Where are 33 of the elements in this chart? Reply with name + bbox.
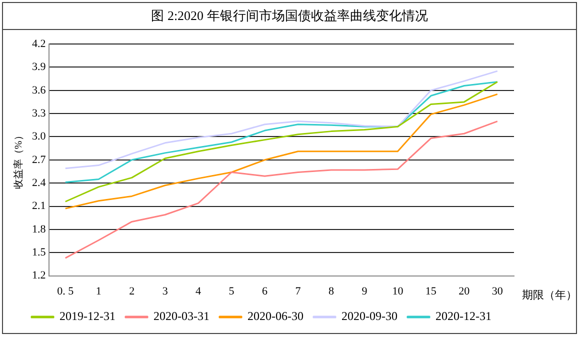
y-tick-label: 1.8 — [32, 223, 46, 236]
y-tick-label: 4.2 — [32, 38, 46, 50]
y-tick-label: 3.0 — [32, 130, 46, 143]
y-tick-label: 2.7 — [32, 154, 46, 166]
x-tick-label: 4 — [196, 285, 202, 298]
x-tick-label: 8 — [328, 285, 334, 298]
y-tick-label: 3.9 — [32, 61, 46, 74]
y-tick-label: 1.2 — [32, 270, 46, 282]
y-tick-label: 2.4 — [32, 176, 46, 189]
x-axis-title: 期限（年） — [522, 290, 577, 302]
x-tick-label: 6 — [262, 285, 268, 298]
x-tick-label: 1 — [96, 285, 102, 298]
legend-label: 2020-03-31 — [154, 309, 210, 324]
legend-label: 2020-12-31 — [435, 309, 492, 324]
x-tick-label: 5 — [228, 285, 235, 298]
x-tick-label: 15 — [425, 285, 437, 298]
x-tick-label: 7 — [295, 285, 302, 298]
legend-label: 2019-12-31 — [60, 309, 116, 324]
x-tick-label: 0. 5 — [57, 285, 74, 298]
y-tick-label: 3.6 — [32, 84, 46, 96]
y-tick-label: 2.1 — [32, 200, 46, 212]
x-tick-label: 9 — [362, 285, 368, 298]
legend-label: 2020-09-30 — [341, 309, 398, 324]
y-axis-title: 收益率（%） — [12, 130, 25, 190]
y-tick-label: 3.3 — [32, 107, 46, 120]
x-tick-label: 20 — [458, 285, 470, 298]
x-tick-label: 2 — [129, 285, 135, 298]
chart-title: 图 2:2020 年银行间市场国债收益率曲线变化情况 — [3, 3, 576, 30]
x-tick-label: 30 — [492, 285, 504, 298]
x-tick-label: 3 — [162, 285, 168, 298]
y-tick-label: 1.5 — [32, 246, 46, 259]
x-tick-label: 10 — [392, 285, 404, 298]
legend-label: 2020-06-30 — [248, 309, 304, 324]
